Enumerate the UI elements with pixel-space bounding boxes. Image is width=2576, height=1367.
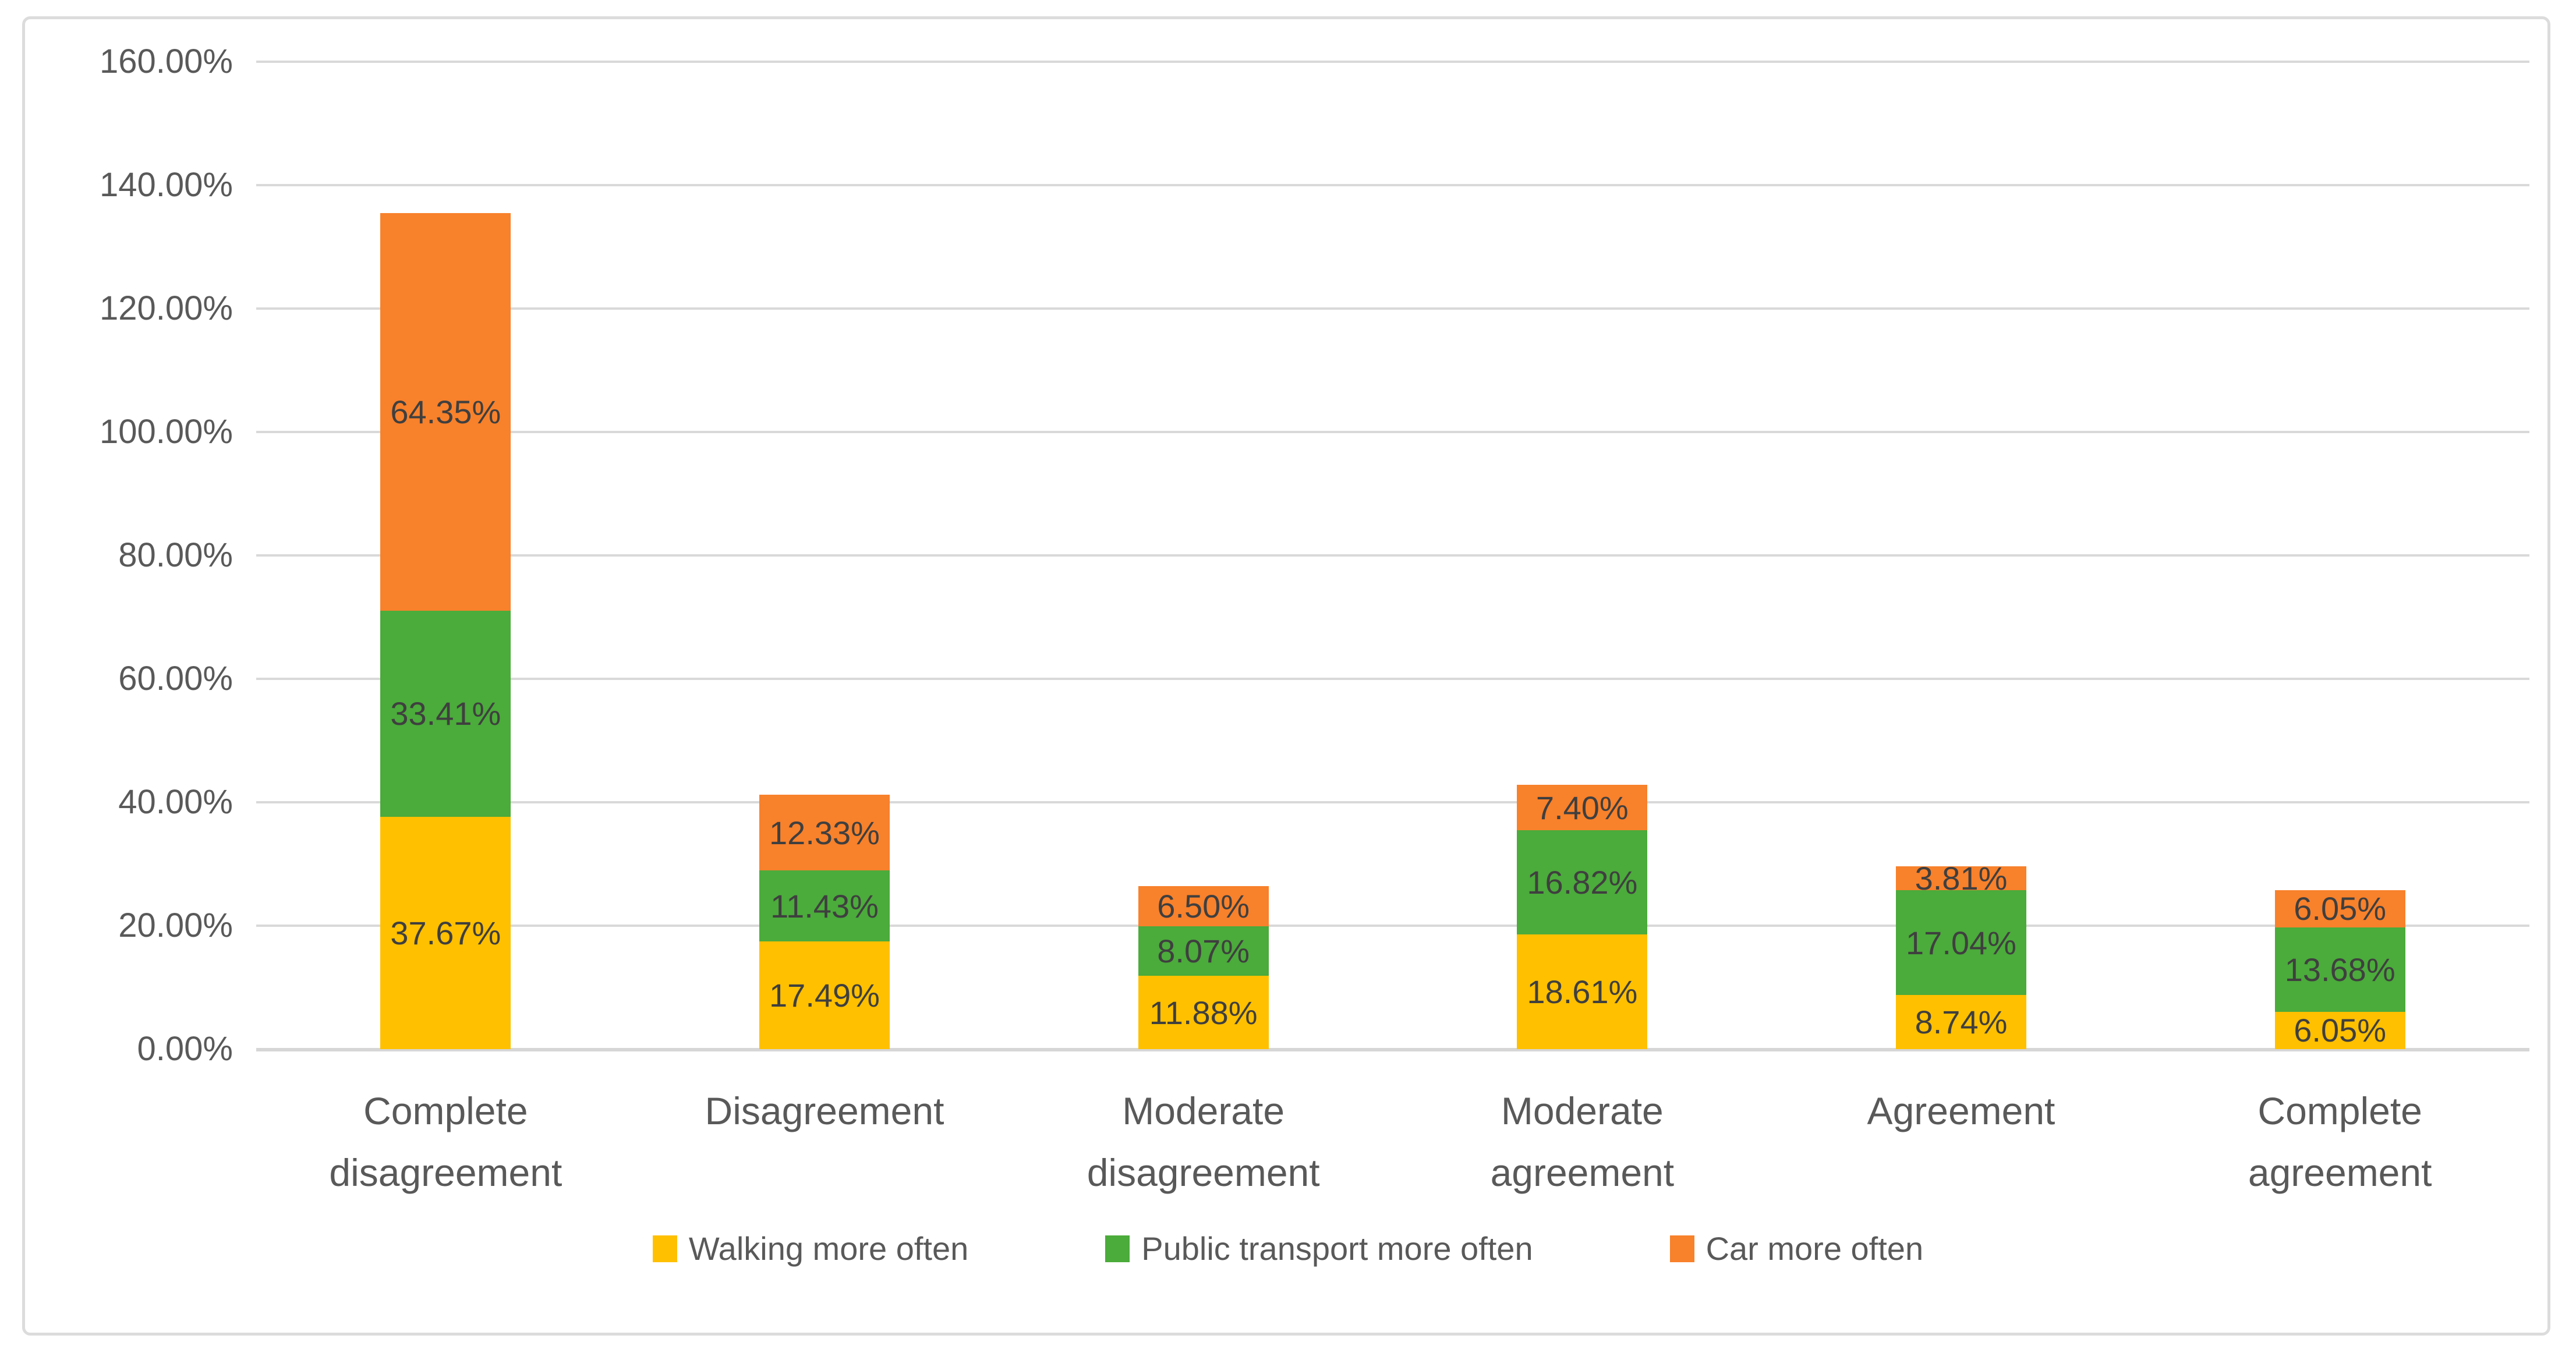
bar-segment-walking-more-often-complete-agreement	[2274, 1011, 2405, 1049]
bar-segment-public-transport-more-often-disagreement	[759, 870, 890, 941]
data-label-walking-more-often-complete-disagreement: 37.67%	[390, 914, 501, 951]
gridline-60	[256, 678, 2529, 680]
data-label-public-transport-more-often-complete-agreement: 13.68%	[2284, 951, 2395, 988]
legend: Walking more often Public transport more …	[0, 1230, 2576, 1267]
data-label-walking-more-often-moderate-disagreement: 11.88%	[1149, 994, 1258, 1031]
x-axis-label-disagreement: Disagreement	[705, 1089, 944, 1132]
bar-segment-car-more-often-complete-disagreement	[380, 213, 511, 611]
y-tick-label-120: 120.00%	[100, 289, 233, 327]
x-axis-label-complete-disagreement: Complete disagreement	[329, 1089, 562, 1194]
bar-segment-walking-more-often-agreement	[1896, 995, 2026, 1049]
legend-label-car-more-often: Car more often	[1705, 1230, 1924, 1267]
bar-segment-public-transport-more-often-complete-agreement	[2274, 927, 2405, 1012]
x-axis-label-complete-agreement: Complete agreement	[2248, 1089, 2432, 1194]
y-tick-label-40: 40.00%	[118, 783, 233, 821]
bar-segment-car-more-often-agreement	[1896, 866, 2026, 890]
gridline-160	[256, 61, 2529, 63]
bar-segment-public-transport-more-often-moderate-agreement	[1517, 830, 1648, 934]
data-label-walking-more-often-complete-agreement: 6.05%	[2294, 1012, 2387, 1049]
bar-segment-car-more-often-moderate-agreement	[1517, 785, 1648, 831]
legend-label-walking-more-often: Walking more often	[688, 1230, 969, 1267]
bar-segment-walking-more-often-moderate-agreement	[1517, 934, 1648, 1049]
data-label-public-transport-more-often-complete-disagreement: 33.41%	[390, 695, 501, 732]
x-axis-label-agreement: Agreement	[1867, 1089, 2055, 1132]
bar-segment-public-transport-more-often-moderate-disagreement	[1138, 926, 1269, 976]
gridline-140	[256, 184, 2529, 186]
y-tick-label-80: 80.00%	[118, 536, 233, 574]
data-label-car-more-often-disagreement: 12.33%	[769, 814, 880, 851]
gridline-0	[256, 1048, 2529, 1051]
data-label-walking-more-often-moderate-agreement: 18.61%	[1527, 973, 1638, 1010]
gridline-80	[256, 554, 2529, 557]
legend-item-public-transport-more-often: Public transport more often	[1105, 1230, 1533, 1267]
bar-segment-car-more-often-moderate-disagreement	[1138, 886, 1269, 926]
data-label-walking-more-often-disagreement: 17.49%	[769, 976, 880, 1014]
data-label-public-transport-more-often-agreement: 17.04%	[1906, 924, 2016, 961]
legend-item-walking-more-often: Walking more often	[652, 1230, 969, 1267]
legend-swatch-icon-car-more-often	[1669, 1235, 1694, 1262]
y-tick-label-100: 100.00%	[100, 413, 233, 451]
x-axis-label-moderate-agreement: Moderate agreement	[1490, 1089, 1675, 1194]
gridline-120	[256, 307, 2529, 310]
data-label-car-more-often-agreement: 3.81%	[1915, 860, 2008, 897]
bar-segment-public-transport-more-often-agreement	[1896, 890, 2026, 996]
data-label-car-more-often-complete-disagreement: 64.35%	[390, 393, 501, 430]
bar-segment-car-more-often-complete-agreement	[2274, 890, 2405, 927]
gridline-20	[256, 925, 2529, 927]
gridline-40	[256, 801, 2529, 803]
data-label-walking-more-often-agreement: 8.74%	[1915, 1004, 2008, 1041]
gridline-100	[256, 431, 2529, 433]
y-tick-label-60: 60.00%	[118, 660, 233, 697]
bar-segment-car-more-often-disagreement	[759, 794, 890, 871]
legend-swatch-icon-walking-more-often	[652, 1235, 677, 1262]
legend-label-public-transport-more-often: Public transport more often	[1141, 1230, 1533, 1267]
legend-item-car-more-often: Car more often	[1669, 1230, 1924, 1267]
bar-segment-public-transport-more-often-complete-disagreement	[380, 610, 511, 817]
y-tick-label-140: 140.00%	[100, 166, 233, 204]
data-label-public-transport-more-often-moderate-agreement: 16.82%	[1527, 864, 1638, 901]
bar-segment-walking-more-often-complete-disagreement	[380, 816, 511, 1049]
data-label-car-more-often-complete-agreement: 6.05%	[2294, 890, 2387, 927]
y-tick-label-160: 160.00%	[100, 43, 233, 80]
data-label-public-transport-more-often-moderate-disagreement: 8.07%	[1157, 932, 1250, 969]
bar-segment-walking-more-often-moderate-disagreement	[1138, 976, 1269, 1049]
y-tick-label-0: 0.00%	[137, 1030, 233, 1068]
x-axis-label-moderate-disagreement: Moderate disagreement	[1087, 1089, 1320, 1194]
bar-segment-walking-more-often-disagreement	[759, 941, 890, 1049]
data-label-car-more-often-moderate-agreement: 7.40%	[1535, 789, 1629, 826]
y-tick-label-20: 20.00%	[118, 906, 233, 944]
data-label-car-more-often-moderate-disagreement: 6.50%	[1157, 887, 1250, 925]
data-label-public-transport-more-often-disagreement: 11.43%	[770, 887, 879, 925]
legend-swatch-icon-public-transport-more-often	[1105, 1235, 1130, 1262]
